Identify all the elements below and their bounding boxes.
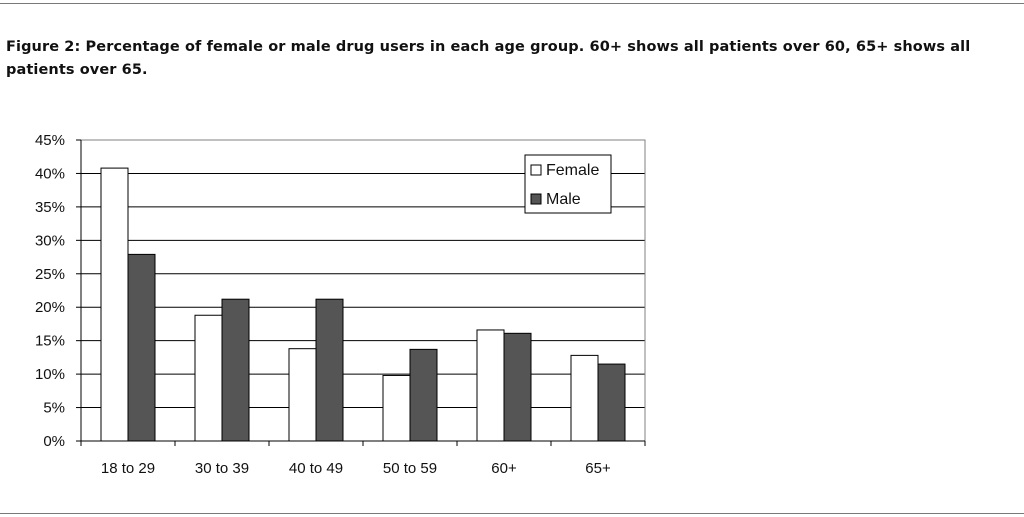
y-tick-label: 25% [35, 266, 65, 283]
gridlines [81, 172, 645, 409]
y-tick-label: 35% [35, 199, 65, 216]
bar-female [100, 167, 129, 442]
bottom-rule [0, 513, 1024, 514]
bar-male [127, 253, 156, 442]
legend-label-female: Female [546, 162, 599, 179]
x-tick-label: 60+ [491, 460, 517, 477]
bars [100, 167, 626, 442]
x-axis-tick-labels: 18 to 29 30 to 39 40 to 49 50 to 59 60+ 65+ [101, 460, 611, 477]
bar-female [288, 348, 317, 442]
bar-male [221, 298, 250, 442]
y-tick-label: 5% [43, 400, 65, 417]
bar-female [570, 354, 599, 442]
y-axis-tick-labels: 0% 5% 10% 15% 20% 25% 30% 35% 40% 45% [35, 132, 65, 450]
x-tick-label: 40 to 49 [289, 460, 343, 477]
bar-male [597, 363, 626, 442]
axes [76, 139, 646, 446]
top-rule [0, 3, 1024, 4]
bar-female [476, 329, 505, 442]
y-tick-label: 45% [35, 132, 65, 149]
y-tick-label: 40% [35, 165, 65, 182]
y-tick-label: 15% [35, 333, 65, 350]
bar-male [315, 298, 344, 442]
figure-caption: Figure 2: Percentage of female or male d… [6, 39, 971, 78]
bar-female [382, 374, 411, 442]
x-tick-label: 65+ [585, 460, 611, 477]
y-tick-label: 10% [35, 366, 65, 383]
y-tick-label: 0% [43, 433, 65, 450]
legend-label-male: Male [546, 191, 581, 208]
x-tick-label: 50 to 59 [383, 460, 437, 477]
bar-male [409, 348, 438, 442]
x-tick-label: 18 to 29 [101, 460, 155, 477]
y-tick-label: 20% [35, 299, 65, 316]
legend-swatch-female [530, 164, 542, 176]
x-tick-label: 30 to 39 [195, 460, 249, 477]
y-tick-label: 30% [35, 232, 65, 249]
bar-male [503, 332, 532, 442]
legend: Female Male [524, 154, 612, 214]
legend-swatch-male [530, 193, 542, 205]
bar-female [194, 314, 223, 442]
